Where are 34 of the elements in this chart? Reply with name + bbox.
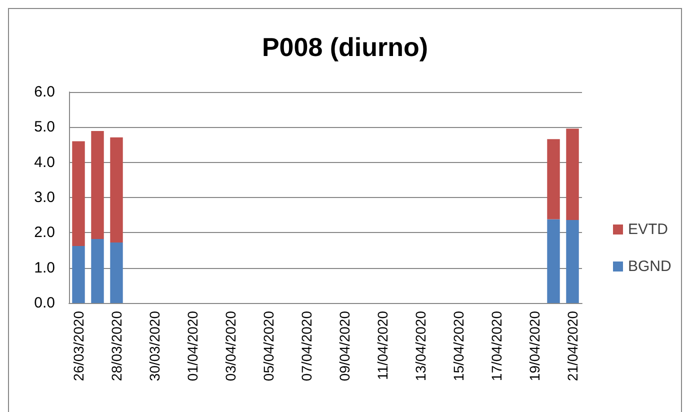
x-tick-label: 30/03/2020 <box>146 310 162 382</box>
legend-label: BGND <box>628 258 672 275</box>
x-tick-label: 11/04/2020 <box>374 310 390 380</box>
x-tick-label: 21/04/2020 <box>564 310 580 382</box>
y-tick-label: 5.0 <box>34 118 55 136</box>
x-tick-label: 01/04/2020 <box>184 310 200 382</box>
x-tick-label: 19/04/2020 <box>526 310 542 382</box>
bar <box>566 220 579 303</box>
bar <box>91 131 104 239</box>
y-tick-label: 3.0 <box>34 189 55 206</box>
x-tick-label: 28/03/2020 <box>108 310 124 382</box>
bar <box>91 238 104 303</box>
bar <box>566 128 579 220</box>
bar <box>547 139 560 220</box>
y-tick-label: 0.0 <box>34 294 55 312</box>
chart-title: P008 (diurno) <box>262 32 428 62</box>
y-tick-label: 1.0 <box>34 259 55 276</box>
x-tick-label: 03/04/2020 <box>222 310 238 382</box>
x-tick-label: 26/03/2020 <box>70 310 86 382</box>
bar <box>110 242 123 303</box>
bar <box>110 137 123 243</box>
bar <box>72 246 85 303</box>
y-tick-label: 2.0 <box>34 224 55 242</box>
bar <box>547 219 560 303</box>
x-tick-label: 15/04/2020 <box>450 310 466 382</box>
bar <box>72 141 85 246</box>
x-tick-label: 05/04/2020 <box>260 310 276 382</box>
y-tick-label: 6.0 <box>34 84 55 100</box>
x-tick-label: 07/04/2020 <box>298 310 314 382</box>
x-tick-label: 17/04/2020 <box>488 310 504 382</box>
legend-label: EVTD <box>628 221 668 238</box>
x-tick-label: 13/04/2020 <box>412 310 428 382</box>
x-tick-label: 09/04/2020 <box>336 310 352 382</box>
y-tick-label: 4.0 <box>34 154 55 171</box>
